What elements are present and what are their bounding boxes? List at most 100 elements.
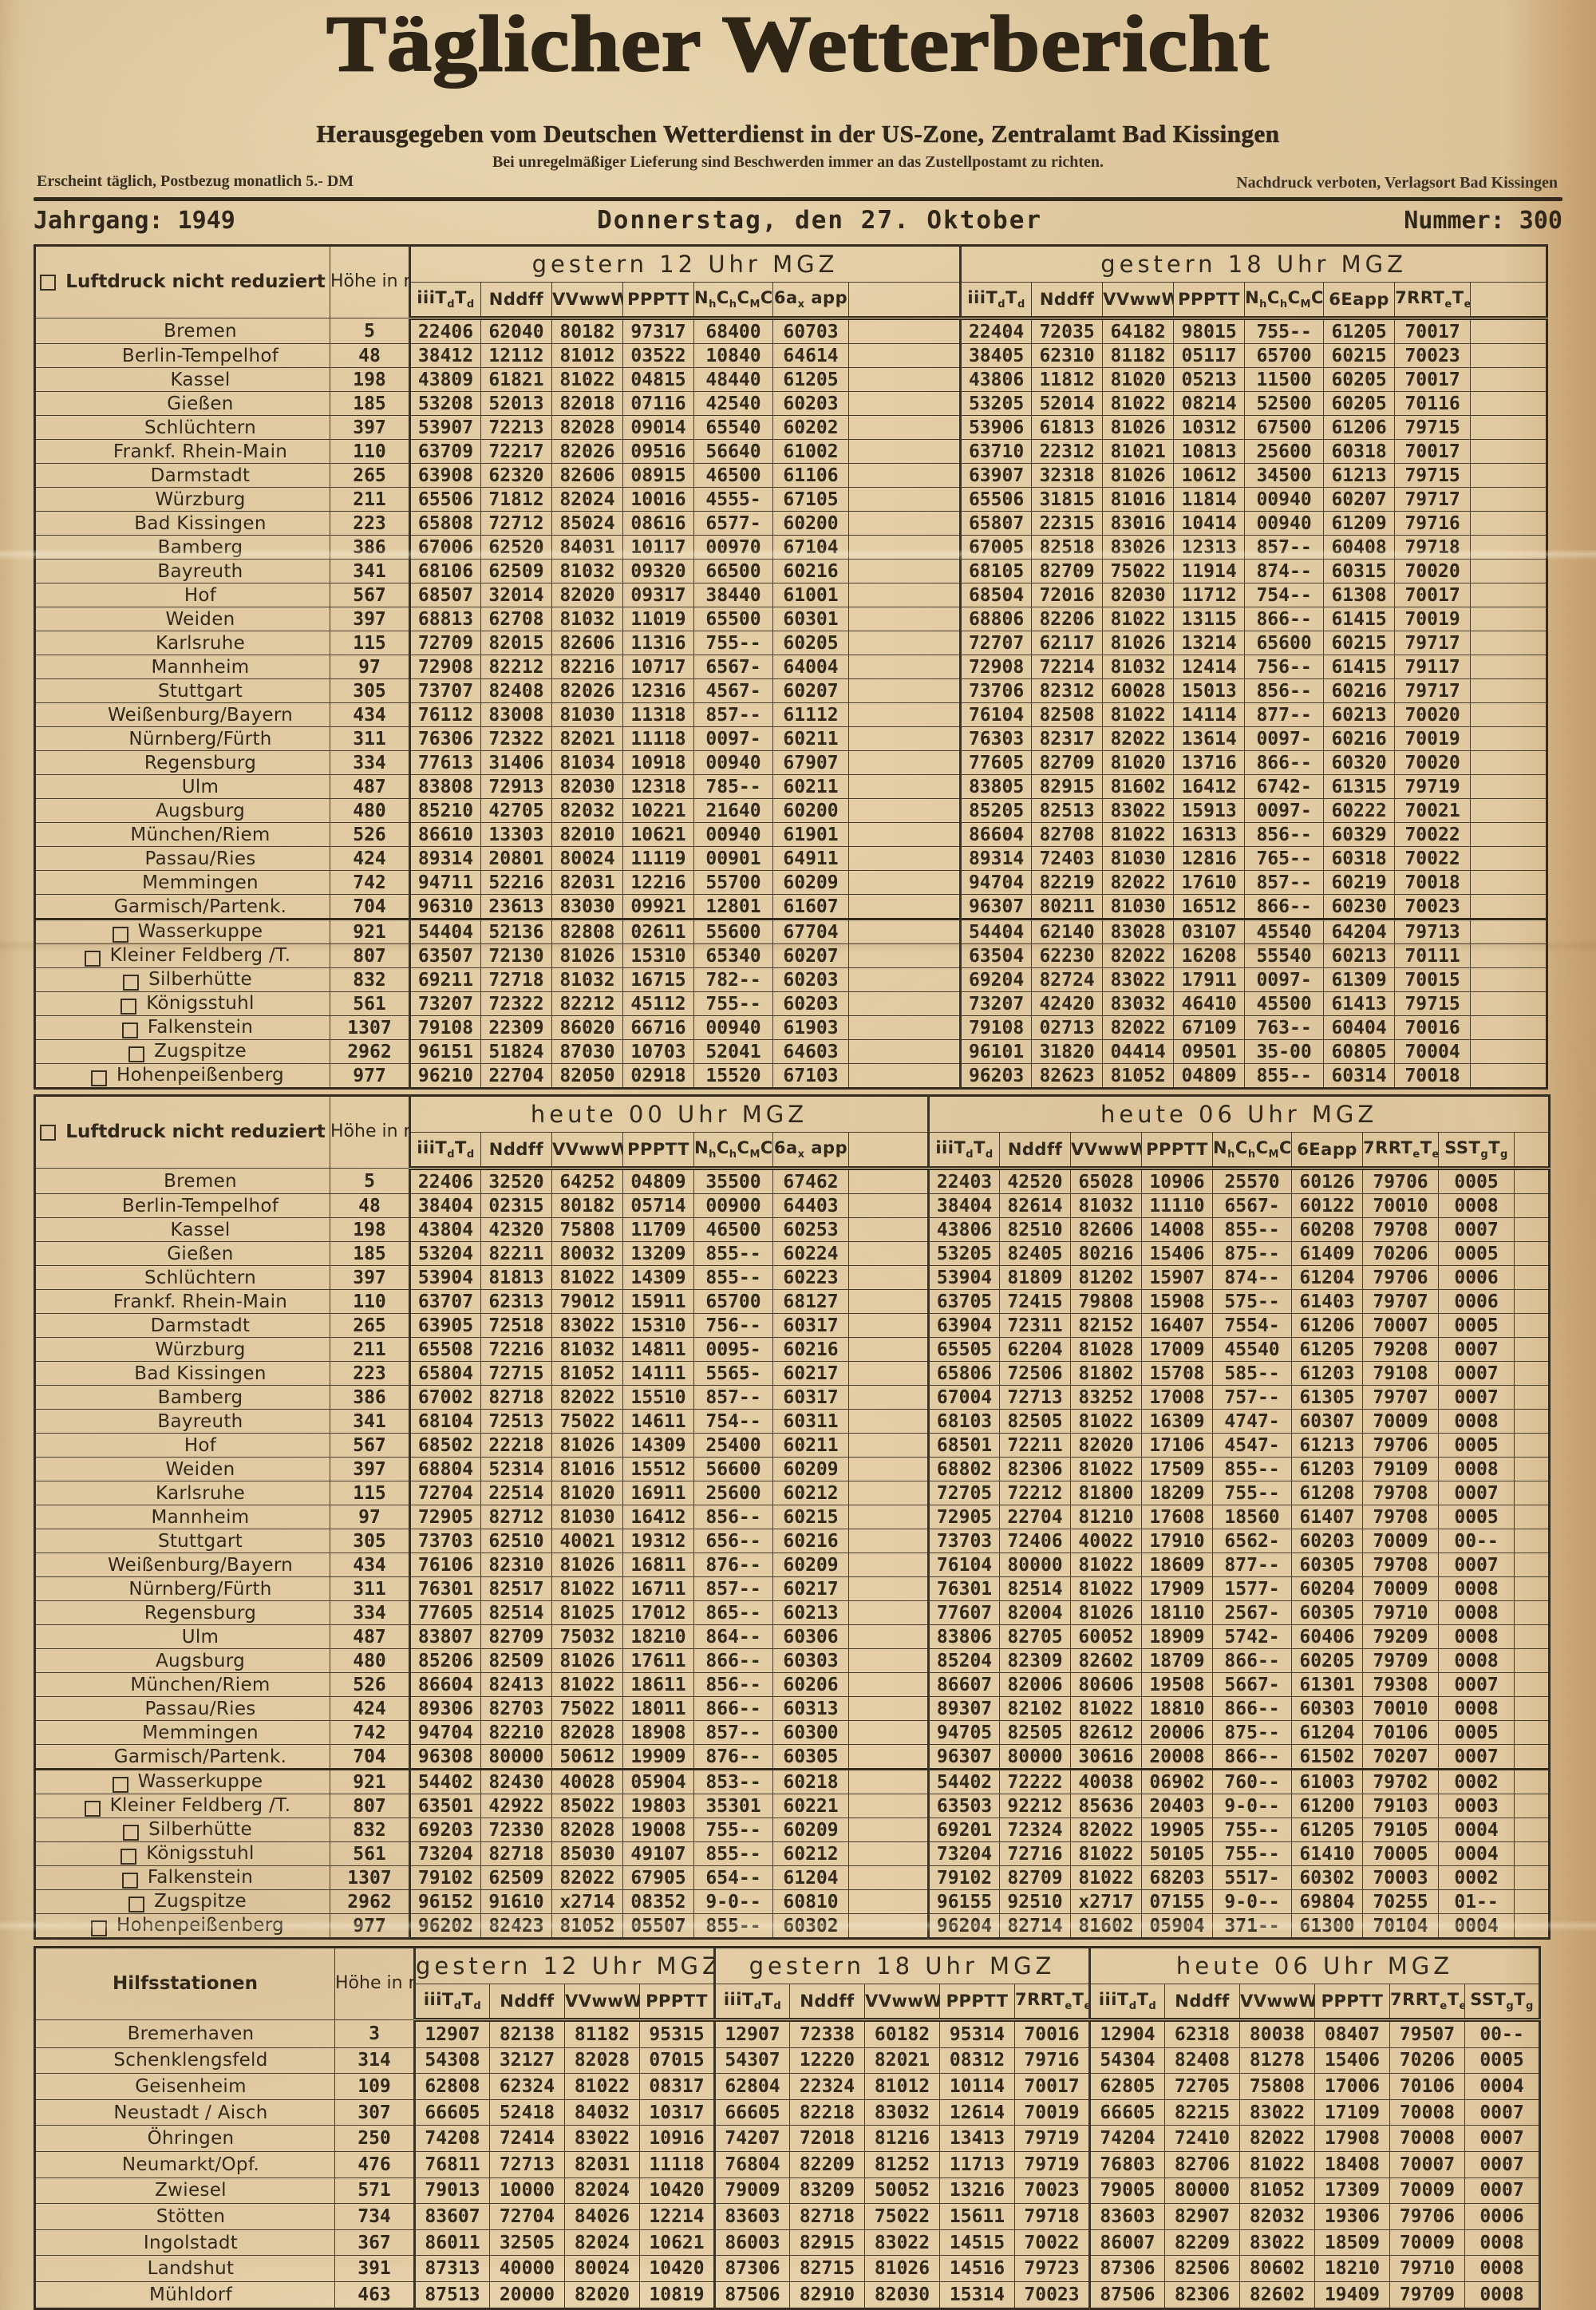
height-value: 567 <box>330 583 410 607</box>
station-row: Bremen 5 22406 62040 80182 97317 68400 60703 224… <box>34 318 1548 344</box>
obs-value: 81052 <box>1239 2177 1316 2205</box>
obs-value: 70255 <box>1362 1889 1440 1914</box>
obs-value: 18408 <box>1314 2150 1391 2178</box>
obs-value: 60208 <box>1291 1217 1364 1242</box>
obs-value: 00940 <box>1244 511 1325 536</box>
obs-value: 10916 <box>639 2125 715 2152</box>
obs-value: 68127 <box>772 1289 849 1314</box>
station-name: Regensburg <box>34 750 330 775</box>
station-name: Geisenheim <box>34 2073 335 2100</box>
station-row: Hohenpeißenberg 977 96202 82423 81052 05507 85… <box>34 1913 1551 1939</box>
height-value: 386 <box>330 1385 410 1410</box>
obs-value: 09501 <box>1173 1039 1246 1064</box>
obs-value: 60300 <box>772 1720 849 1745</box>
blank-cell <box>1514 1600 1551 1625</box>
blank-cell <box>1470 1063 1548 1089</box>
obs-value: 67104 <box>772 535 849 560</box>
station-row: Neustadt / Aisch 307 66605 52418 84032 10317 6… <box>34 2098 1541 2126</box>
obs-value: 62310 <box>1031 343 1104 368</box>
station-name: Königsstuhl <box>34 991 330 1016</box>
obs-value: 79013 <box>413 2177 490 2205</box>
obs-value: 763-- <box>1244 1015 1325 1040</box>
obs-value: 60203 <box>1291 1529 1364 1553</box>
station-row: Landshut 391 87313 40000 80024 10420 87306 8271… <box>34 2255 1541 2282</box>
obs-value: 79706 <box>1389 2203 1466 2230</box>
obs-value: 13614 <box>1173 726 1246 751</box>
column-header: 7RRTeTe <box>1013 1984 1091 2022</box>
obs-value: 82505 <box>999 1720 1072 1745</box>
obs-value: 04414 <box>1102 1039 1175 1064</box>
obs-value: 32505 <box>489 2229 565 2257</box>
obs-value: 82606 <box>551 463 623 488</box>
obs-value: 81052 <box>551 1361 623 1386</box>
obs-value: 81030 <box>1102 846 1175 871</box>
blank-cell <box>1514 1433 1551 1458</box>
obs-value: 82031 <box>551 870 623 895</box>
obs-value: 72018 <box>789 2125 865 2152</box>
column-header: PPPTT <box>1173 282 1246 320</box>
obs-value: 60209 <box>772 1553 849 1577</box>
obs-value: 02315 <box>480 1193 552 1218</box>
station-name-text: Kassel <box>170 369 231 390</box>
obs-value: 81022 <box>1070 1457 1143 1481</box>
obs-value: 4555- <box>693 487 773 512</box>
station-name-text: Weißenburg/Bayern <box>107 1554 294 1576</box>
station-name: Hof <box>34 1433 330 1458</box>
obs-value: 82032 <box>1239 2203 1316 2230</box>
obs-value: 82509 <box>480 1648 552 1673</box>
blank-cell <box>847 1841 930 1866</box>
obs-value: 83807 <box>409 1624 481 1649</box>
obs-value: 60302 <box>772 1913 849 1939</box>
obs-value: 81802 <box>1070 1361 1143 1386</box>
obs-value: 72214 <box>1031 655 1104 679</box>
obs-value: 16715 <box>622 967 694 992</box>
obs-value: 75808 <box>1239 2073 1316 2100</box>
height-value: 334 <box>330 1600 410 1625</box>
obs-value: 54304 <box>1088 2047 1166 2075</box>
checkbox-icon <box>112 1776 128 1793</box>
obs-value: 82024 <box>564 2177 640 2205</box>
height-value: 424 <box>330 1696 410 1721</box>
obs-value: 82209 <box>1164 2229 1241 2257</box>
obs-value: 61112 <box>772 702 849 727</box>
height-header: Höhe in m <box>330 245 410 318</box>
station-row: Ulm 487 83808 72913 82030 12318 785-- 60211 8380… <box>34 774 1548 799</box>
obs-value: 82028 <box>551 415 623 440</box>
group-title: heute 00 Uhr MGZ <box>408 1095 930 1133</box>
obs-value: 60329 <box>1323 822 1396 847</box>
obs-value: 82517 <box>480 1576 552 1601</box>
obs-value: 0004 <box>1438 1841 1515 1866</box>
obs-value: 86003 <box>713 2229 790 2257</box>
station-name-text: Hof <box>184 1434 217 1456</box>
obs-value: 0006 <box>1464 2203 1541 2230</box>
station-name: Stötten <box>34 2203 335 2230</box>
blank-cell <box>1514 1768 1551 1794</box>
obs-value: 82706 <box>1164 2150 1241 2178</box>
obs-value: 14309 <box>622 1265 694 1290</box>
obs-value: 81800 <box>1070 1481 1143 1505</box>
obs-value: 82138 <box>489 2019 565 2048</box>
obs-value: 05117 <box>1173 343 1246 368</box>
checkbox-icon <box>121 1022 138 1038</box>
obs-value: 0007 <box>1438 1481 1515 1505</box>
blank-cell <box>1514 1168 1551 1194</box>
station-name: Mannheim <box>34 655 330 679</box>
station-name: Ingolstadt <box>34 2229 335 2257</box>
obs-value: 73707 <box>409 678 481 703</box>
blank-cell <box>847 726 962 751</box>
obs-value: 12316 <box>622 678 694 703</box>
obs-value: 874-- <box>1244 559 1325 583</box>
obs-value: 82709 <box>480 1624 552 1649</box>
obs-value: 82015 <box>480 631 552 655</box>
blank-cell <box>847 655 962 679</box>
obs-value: 61813 <box>1031 415 1104 440</box>
obs-value: 83022 <box>564 2125 640 2152</box>
blank-cell <box>1470 367 1548 392</box>
obs-value: 79103 <box>1362 1794 1440 1818</box>
obs-value: 43809 <box>409 367 481 392</box>
checkbox-icon <box>84 1800 101 1817</box>
obs-value: 0097- <box>1244 726 1325 751</box>
obs-value: 81022 <box>1070 1553 1143 1577</box>
column-header: Nddff <box>999 1132 1072 1170</box>
